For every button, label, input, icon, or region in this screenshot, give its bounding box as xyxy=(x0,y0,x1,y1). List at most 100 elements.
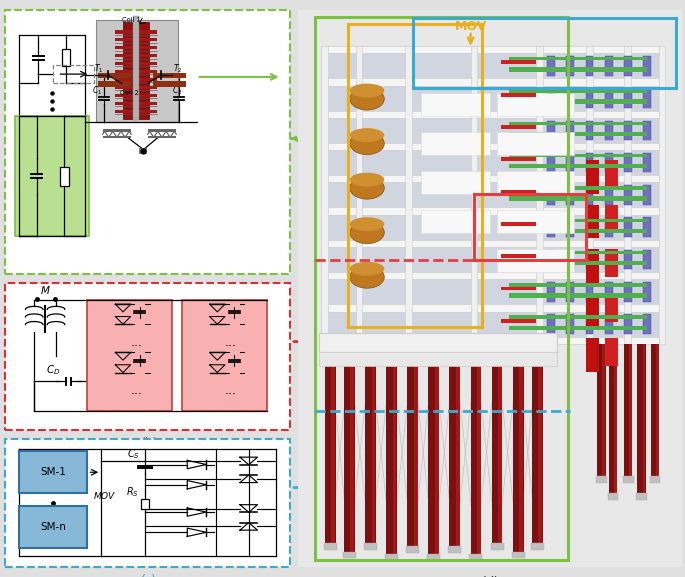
Bar xyxy=(605,56,612,76)
Bar xyxy=(321,118,658,143)
Bar xyxy=(566,88,574,108)
Bar xyxy=(501,158,536,161)
Bar xyxy=(547,314,555,334)
Ellipse shape xyxy=(350,84,384,98)
Bar xyxy=(624,121,632,140)
Bar xyxy=(605,185,612,205)
Bar xyxy=(115,62,157,65)
Bar xyxy=(140,148,147,153)
Bar xyxy=(509,99,647,104)
Ellipse shape xyxy=(350,173,384,186)
Bar xyxy=(321,111,658,118)
Bar xyxy=(498,344,502,550)
Bar xyxy=(566,185,574,205)
Bar xyxy=(182,300,266,411)
Bar xyxy=(566,121,574,140)
Bar xyxy=(566,250,574,269)
Bar xyxy=(501,319,536,323)
Bar xyxy=(605,218,612,237)
Bar xyxy=(497,210,574,233)
Bar xyxy=(624,153,632,173)
Bar xyxy=(608,493,619,500)
Bar xyxy=(605,249,619,277)
Bar xyxy=(60,167,68,186)
Bar xyxy=(115,93,157,97)
Bar xyxy=(509,325,647,330)
Bar xyxy=(133,16,140,120)
Bar xyxy=(629,344,632,483)
Bar xyxy=(501,254,536,258)
Bar xyxy=(605,205,619,233)
Bar xyxy=(321,46,658,53)
Bar xyxy=(643,88,651,108)
Bar xyxy=(123,22,149,119)
Text: (a): (a) xyxy=(139,282,156,295)
Bar xyxy=(547,56,555,76)
Bar xyxy=(103,136,132,138)
Bar xyxy=(509,316,647,319)
Bar xyxy=(566,282,574,302)
Bar xyxy=(344,341,355,559)
Bar xyxy=(364,543,377,550)
Bar xyxy=(624,250,632,269)
Bar xyxy=(509,219,647,222)
Bar xyxy=(531,543,544,550)
Bar xyxy=(624,185,632,205)
Bar xyxy=(624,314,632,334)
Bar xyxy=(469,554,482,561)
Bar xyxy=(586,88,593,108)
Bar xyxy=(658,46,665,344)
Bar xyxy=(321,78,658,85)
Text: (b): (b) xyxy=(139,437,156,451)
Bar xyxy=(651,344,660,483)
Ellipse shape xyxy=(350,88,384,110)
Bar xyxy=(586,282,593,302)
Bar xyxy=(605,314,612,334)
Bar xyxy=(509,293,647,298)
Bar xyxy=(566,56,574,76)
Bar xyxy=(321,272,658,279)
Bar xyxy=(509,122,647,125)
Bar xyxy=(408,341,418,553)
Bar xyxy=(547,218,555,237)
Bar xyxy=(62,50,70,66)
Bar xyxy=(501,61,536,65)
Bar xyxy=(547,282,555,302)
Bar xyxy=(509,196,647,201)
Bar xyxy=(605,338,619,366)
Bar xyxy=(428,338,439,561)
Bar xyxy=(19,451,88,493)
Text: ...: ... xyxy=(131,336,142,349)
Bar xyxy=(435,338,438,561)
Text: $R_S$: $R_S$ xyxy=(126,485,138,499)
Bar xyxy=(421,93,490,115)
Bar xyxy=(509,89,647,93)
Text: $C_2$: $C_2$ xyxy=(172,84,182,97)
Ellipse shape xyxy=(350,132,384,155)
Bar xyxy=(53,65,95,83)
Bar xyxy=(536,46,543,344)
Bar xyxy=(643,344,645,500)
Bar xyxy=(321,53,658,78)
Bar xyxy=(148,129,176,132)
Bar xyxy=(509,283,647,287)
Bar xyxy=(115,54,157,57)
Bar xyxy=(624,56,632,76)
Bar xyxy=(586,249,599,283)
Bar xyxy=(321,247,658,272)
Bar xyxy=(547,185,555,205)
Bar xyxy=(586,205,599,238)
Bar xyxy=(547,88,555,108)
Bar xyxy=(605,250,612,269)
Bar xyxy=(586,121,593,140)
Bar xyxy=(356,46,362,344)
Bar xyxy=(115,46,157,50)
Ellipse shape xyxy=(350,222,384,243)
Bar xyxy=(371,344,375,550)
Bar xyxy=(421,210,490,233)
Bar xyxy=(497,171,574,193)
Bar xyxy=(321,240,658,247)
Ellipse shape xyxy=(350,177,384,199)
Bar xyxy=(490,543,503,550)
Bar xyxy=(609,344,617,500)
